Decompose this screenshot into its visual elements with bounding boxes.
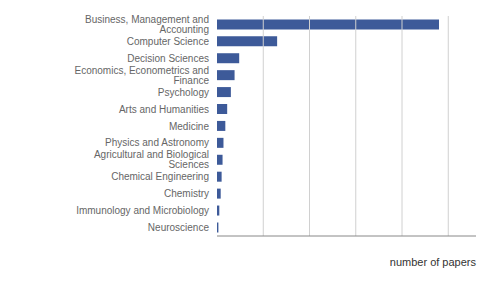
svg-text:Physics and Astronomy: Physics and Astronomy: [105, 137, 209, 148]
svg-text:Computer Science: Computer Science: [127, 36, 210, 47]
svg-text:Chemistry: Chemistry: [164, 188, 209, 199]
svg-text:Business, Management andAccoun: Business, Management andAccounting: [85, 14, 209, 35]
svg-text:Immunology and Microbiology: Immunology and Microbiology: [76, 205, 209, 216]
svg-text:Medicine: Medicine: [169, 121, 209, 132]
svg-text:Arts and Humanities: Arts and Humanities: [119, 104, 209, 115]
svg-text:Decision Sciences: Decision Sciences: [127, 53, 209, 64]
svg-text:Agricultural and BiologicalSci: Agricultural and BiologicalSciences: [94, 149, 209, 170]
svg-text:Economics, Econometrics andFin: Economics, Econometrics andFinance: [74, 65, 209, 86]
svg-text:Neuroscience: Neuroscience: [148, 222, 210, 233]
svg-text:Psychology: Psychology: [158, 87, 209, 98]
svg-text:Chemical Engineering: Chemical Engineering: [111, 171, 209, 182]
svg-text:number of papers: number of papers: [390, 256, 477, 268]
